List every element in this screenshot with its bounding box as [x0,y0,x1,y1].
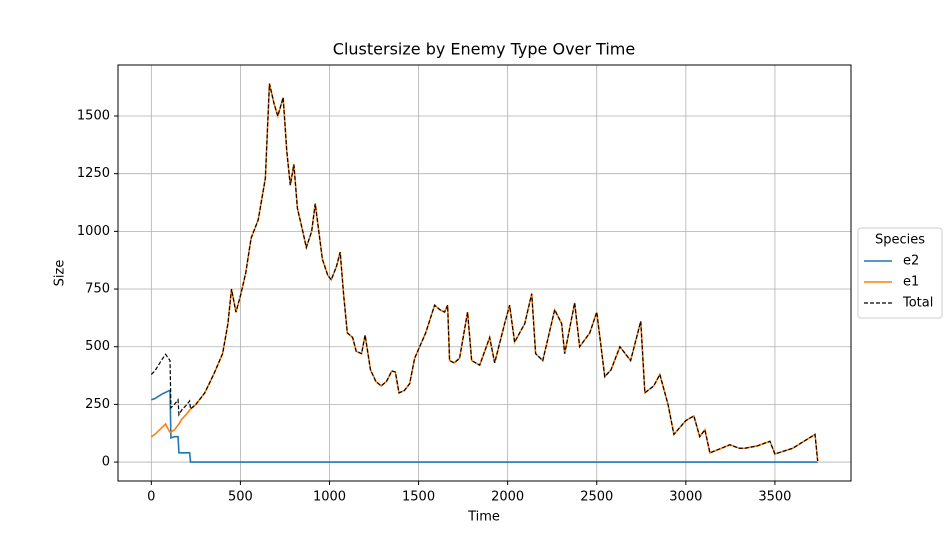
x-tick-label: 0 [147,490,155,505]
x-axis-label: Time [467,510,500,525]
y-tick-label: 250 [85,397,110,412]
lines [150,83,819,463]
y-tick-label: 1250 [77,166,110,181]
y-tick-label: 1500 [77,108,110,123]
x-tick-label: 3000 [669,490,702,505]
x-tick-label: 3500 [758,490,791,505]
legend-box [857,227,943,319]
legend-label: Total [902,296,933,311]
y-tick-label: 750 [85,282,110,297]
y-tick-label: 0 [102,455,110,470]
chart-title: Clustersize by Enemy Type Over Time [333,40,635,59]
legend-label: e2 [903,254,919,269]
x-tick-label: 2500 [580,490,613,505]
y-tick-label: 500 [85,339,110,354]
grid [118,65,851,481]
series-line [150,83,819,461]
x-tick-label: 1000 [313,490,346,505]
legend: Species e2 e1 Total [857,227,943,319]
series-line [151,389,818,463]
y-tick-label: 1000 [77,224,110,239]
legend-title: Species [875,233,925,248]
plot-frame [117,64,852,482]
ticks: 0 500 1000 1500 2000 2500 3000 3500 0 250 500 750 10… [77,108,792,504]
x-tick-label: 1500 [402,490,435,505]
legend-label: e1 [903,275,919,290]
x-tick-label: 2000 [491,490,524,505]
x-tick-label: 500 [228,490,253,505]
y-axis-label: Size [53,260,68,287]
